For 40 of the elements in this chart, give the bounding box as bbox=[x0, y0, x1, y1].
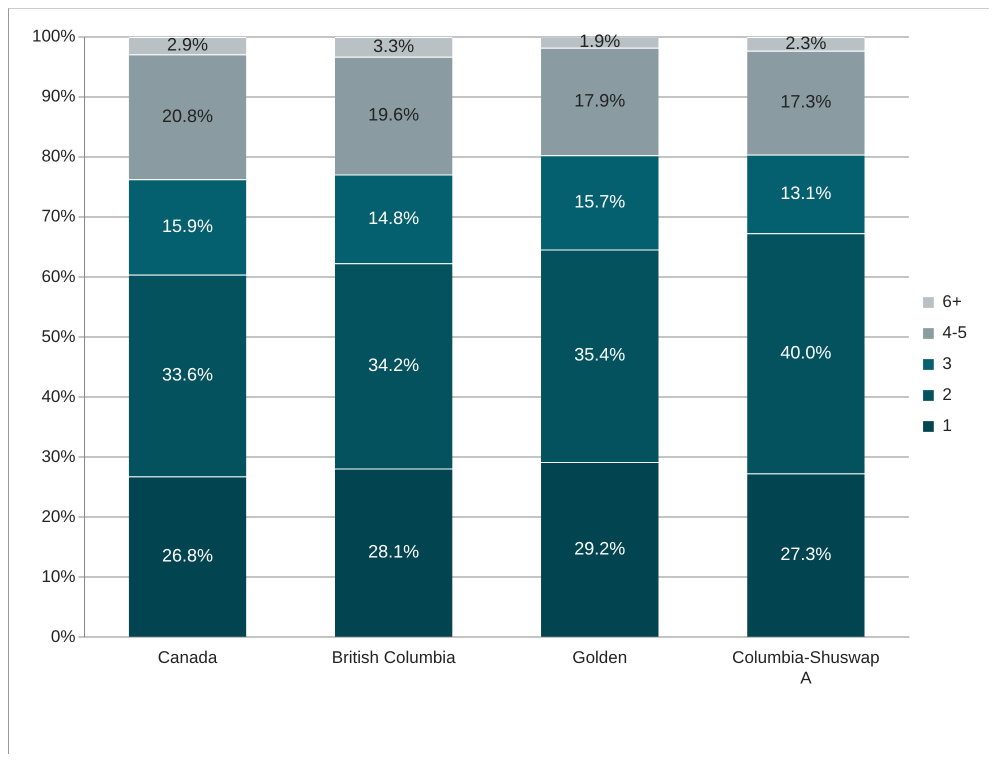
data-label: 3.3% bbox=[373, 36, 414, 56]
data-label: 14.8% bbox=[368, 208, 420, 228]
y-tick-label: 40% bbox=[41, 386, 76, 406]
data-label: 35.4% bbox=[574, 344, 626, 365]
data-label: 29.2% bbox=[574, 538, 626, 558]
y-tick-label: 20% bbox=[41, 506, 76, 526]
y-tick-label: 30% bbox=[41, 446, 76, 466]
data-label: 2.3% bbox=[785, 32, 826, 53]
data-label: 20.8% bbox=[162, 106, 214, 126]
data-label: 34.2% bbox=[368, 354, 420, 375]
legend-label: 1 bbox=[942, 416, 952, 436]
y-tick-label: 0% bbox=[50, 626, 76, 646]
legend-label: 2 bbox=[942, 385, 952, 404]
x-tick-label: British Columbia bbox=[332, 648, 456, 668]
y-tick-label: 10% bbox=[41, 566, 76, 586]
x-tick-label: Canada bbox=[158, 648, 218, 668]
legend-label: 3 bbox=[942, 354, 952, 374]
data-label: 17.3% bbox=[780, 92, 832, 112]
data-label: 28.1% bbox=[368, 542, 420, 562]
data-label: 17.9% bbox=[574, 90, 626, 110]
y-tick-label: 80% bbox=[41, 146, 76, 166]
data-label: 33.6% bbox=[162, 364, 214, 384]
data-label: 1.9% bbox=[579, 31, 620, 52]
legend-label: 6+ bbox=[942, 292, 962, 312]
data-label: 27.3% bbox=[780, 544, 832, 564]
data-label: 40.0% bbox=[780, 342, 832, 362]
data-label: 26.8% bbox=[162, 545, 214, 566]
x-tick-label: Golden bbox=[572, 648, 628, 668]
data-label: 15.7% bbox=[574, 191, 626, 212]
data-label: 19.6% bbox=[368, 104, 420, 125]
y-tick-label: 60% bbox=[41, 266, 76, 286]
y-tick-label: 100% bbox=[32, 26, 76, 46]
data-label: 13.1% bbox=[780, 182, 832, 203]
data-label: 2.9% bbox=[167, 34, 208, 55]
x-tick-label: Columbia-Shuswap A bbox=[732, 648, 880, 688]
legend-label: 4-5 bbox=[942, 323, 968, 342]
y-tick-label: 90% bbox=[41, 86, 76, 106]
y-tick-label: 50% bbox=[41, 326, 76, 346]
y-tick-label: 70% bbox=[41, 206, 76, 226]
data-label: 15.9% bbox=[162, 216, 214, 236]
